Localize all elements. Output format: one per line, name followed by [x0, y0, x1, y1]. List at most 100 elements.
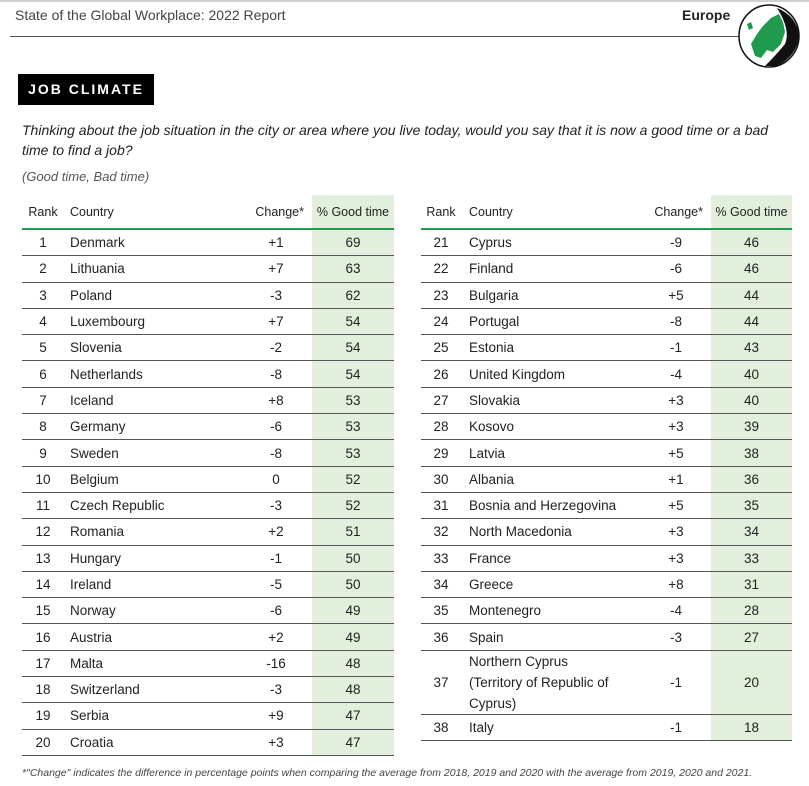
- table-row: 12 Romania +2 51: [22, 518, 394, 546]
- top-border: [0, 0, 809, 2]
- country-cell: Latvia: [461, 439, 641, 467]
- rank-cell: 37: [421, 650, 461, 715]
- country-header: Country: [461, 195, 641, 230]
- rank-cell: 31: [421, 492, 461, 520]
- change-cell: +8: [240, 387, 312, 415]
- good-time-cell: 39: [711, 413, 792, 441]
- table-header-row: Rank Country Change* % Good time: [22, 195, 394, 230]
- change-cell: +2: [240, 623, 312, 651]
- good-time-cell: 20: [711, 650, 792, 715]
- country-cell: Northern Cyprus (Territory of Republic o…: [461, 650, 641, 715]
- rank-cell: 9: [22, 439, 64, 467]
- change-cell: -3: [240, 676, 312, 704]
- change-cell: -1: [641, 714, 711, 742]
- good-time-cell: 62: [312, 282, 394, 309]
- country-header: Country: [64, 195, 240, 230]
- country-cell: Finland: [461, 255, 641, 283]
- table-row: 26 United Kingdom -4 40: [421, 360, 792, 388]
- change-cell: -5: [240, 571, 312, 599]
- rank-cell: 11: [22, 492, 64, 520]
- response-options: (Good time, Bad time): [22, 169, 150, 184]
- good-time-cell: 63: [312, 255, 394, 283]
- table-row: 1 Denmark +1 69: [22, 229, 394, 257]
- country-cell: Greece: [461, 571, 641, 599]
- change-cell: -1: [641, 334, 711, 362]
- good-time-cell: 48: [312, 650, 394, 678]
- country-cell: Switzerland: [64, 676, 240, 704]
- country-cell: Luxembourg: [64, 308, 240, 336]
- table-row: 11 Czech Republic -3 52: [22, 492, 394, 520]
- table-row: 33 France +3 33: [421, 545, 792, 572]
- rank-header: Rank: [22, 195, 64, 230]
- good-time-header: % Good time: [711, 195, 792, 230]
- rank-cell: 18: [22, 676, 64, 704]
- survey-question: Thinking about the job situation in the …: [22, 122, 769, 158]
- rank-cell: 13: [22, 545, 64, 572]
- good-time-cell: 49: [312, 597, 394, 625]
- good-time-cell: 46: [711, 229, 792, 257]
- table-row: 15 Norway -6 49: [22, 597, 394, 625]
- country-cell: Slovenia: [64, 334, 240, 362]
- change-cell: +9: [240, 702, 312, 730]
- rank-cell: 33: [421, 545, 461, 572]
- good-time-cell: 46: [711, 255, 792, 283]
- change-cell: -6: [240, 597, 312, 625]
- rank-header: Rank: [421, 195, 461, 230]
- change-cell: -4: [641, 597, 711, 625]
- rank-cell: 15: [22, 597, 64, 625]
- country-cell: Sweden: [64, 439, 240, 467]
- country-cell: Norway: [64, 597, 240, 625]
- rank-cell: 34: [421, 571, 461, 599]
- good-time-cell: 36: [711, 466, 792, 493]
- change-cell: +7: [240, 255, 312, 283]
- table-row: 35 Montenegro -4 28: [421, 597, 792, 625]
- change-cell: +5: [641, 282, 711, 309]
- rank-cell: 24: [421, 308, 461, 336]
- country-cell: Kosovo: [461, 413, 641, 441]
- country-cell: Croatia: [64, 729, 240, 756]
- change-header: Change*: [641, 195, 711, 230]
- change-cell: +7: [240, 308, 312, 336]
- table-row: 21 Cyprus -9 46: [421, 229, 792, 257]
- rank-cell: 12: [22, 518, 64, 546]
- table-row: 10 Belgium 0 52: [22, 466, 394, 493]
- change-cell: -6: [641, 255, 711, 283]
- country-cell: Slovakia: [461, 387, 641, 415]
- change-header: Change*: [240, 195, 312, 230]
- rank-cell: 26: [421, 360, 461, 388]
- good-time-cell: 54: [312, 308, 394, 336]
- table-row: 19 Serbia +9 47: [22, 702, 394, 730]
- change-cell: +3: [641, 545, 711, 572]
- change-cell: -1: [641, 650, 711, 715]
- change-cell: +3: [641, 387, 711, 415]
- rank-cell: 38: [421, 714, 461, 742]
- country-cell: Italy: [461, 714, 641, 742]
- change-cell: -8: [240, 360, 312, 388]
- rank-cell: 17: [22, 650, 64, 678]
- report-title: State of the Global Workplace: 2022 Repo…: [15, 7, 286, 23]
- good-time-cell: 53: [312, 413, 394, 441]
- country-cell: Bosnia and Herzegovina: [461, 492, 641, 520]
- good-time-cell: 44: [711, 282, 792, 309]
- country-cell: Estonia: [461, 334, 641, 362]
- good-time-cell: 33: [711, 545, 792, 572]
- good-time-cell: 50: [312, 571, 394, 599]
- table-row: 8 Germany -6 53: [22, 413, 394, 441]
- table-row: 25 Estonia -1 43: [421, 334, 792, 362]
- table-row: 28 Kosovo +3 39: [421, 413, 792, 441]
- change-cell: -16: [240, 650, 312, 678]
- good-time-cell: 54: [312, 360, 394, 388]
- table-row: 5 Slovenia -2 54: [22, 334, 394, 362]
- good-time-cell: 51: [312, 518, 394, 546]
- ranking-table-left: Rank Country Change* % Good time 1 Denmar…: [22, 195, 394, 756]
- change-cell: -2: [240, 334, 312, 362]
- table-row: 37 Northern Cyprus (Territory of Republic…: [421, 650, 792, 715]
- country-cell: Bulgaria: [461, 282, 641, 309]
- table-row: 16 Austria +2 49: [22, 623, 394, 651]
- change-cell: -4: [641, 360, 711, 388]
- rank-cell: 6: [22, 360, 64, 388]
- rank-cell: 2: [22, 255, 64, 283]
- section-badge: JOB CLIMATE: [18, 74, 154, 105]
- table-row: 18 Switzerland -3 48: [22, 676, 394, 704]
- country-cell: Albania: [461, 466, 641, 493]
